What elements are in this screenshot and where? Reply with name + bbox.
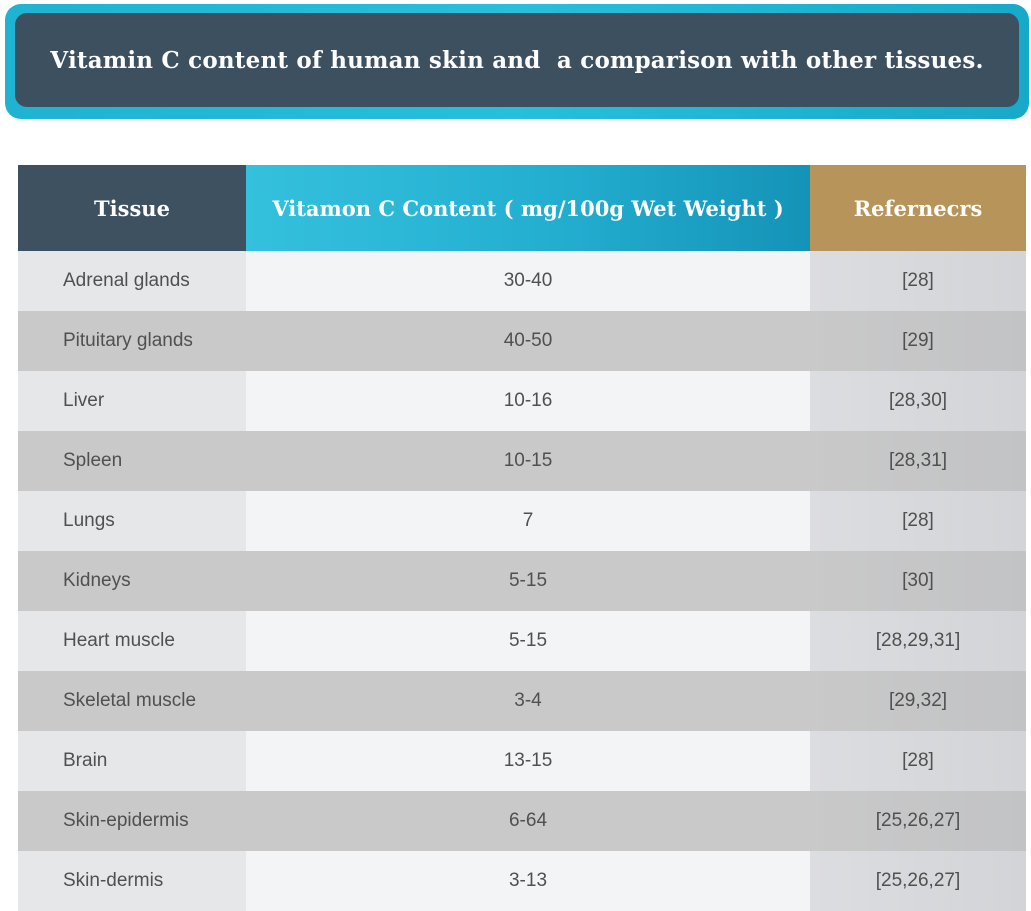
tissue-cell: Skin-dermis [18,851,246,911]
content-cell: 3-4 [246,671,810,731]
tissue-cell: Liver [18,371,246,431]
title-panel: Vitamin C content of human skin and a co… [15,13,1019,107]
reference-cell: [29,32] [810,671,1026,731]
content-cell: 3-13 [246,851,810,911]
content-cell: 7 [246,491,810,551]
vitamin-c-table: Tissue Vitamon C Content ( mg/100g Wet W… [18,165,1026,911]
content-cell: 40-50 [246,311,810,371]
reference-cell: [25,26,27] [810,791,1026,851]
tissue-cell: Brain [18,731,246,791]
content-cell: 6-64 [246,791,810,851]
content-cell: 5-15 [246,551,810,611]
title-banner: Vitamin C content of human skin and a co… [5,4,1029,119]
reference-cell: [28,30] [810,371,1026,431]
content-cell: 13-15 [246,731,810,791]
reference-cell: [28,29,31] [810,611,1026,671]
content-cell: 30-40 [246,251,810,311]
reference-cell: [25,26,27] [810,851,1026,911]
content-cell: 5-15 [246,611,810,671]
tissue-cell: Kidneys [18,551,246,611]
reference-cell: [28] [810,251,1026,311]
tissue-cell: Spleen [18,431,246,491]
reference-cell: [30] [810,551,1026,611]
header-tissue: Tissue [18,165,246,251]
tissue-cell: Adrenal glands [18,251,246,311]
content-cell: 10-16 [246,371,810,431]
page-title: Vitamin C content of human skin and a co… [50,46,984,74]
tissue-cell: Heart muscle [18,611,246,671]
content-cell: 10-15 [246,431,810,491]
header-references: Refernecrs [810,165,1026,251]
tissue-cell: Skeletal muscle [18,671,246,731]
header-content: Vitamon C Content ( mg/100g Wet Weight ) [246,165,810,251]
tissue-cell: Pituitary glands [18,311,246,371]
reference-cell: [28] [810,731,1026,791]
reference-cell: [29] [810,311,1026,371]
tissue-cell: Skin-epidermis [18,791,246,851]
reference-cell: [28,31] [810,431,1026,491]
reference-cell: [28] [810,491,1026,551]
tissue-cell: Lungs [18,491,246,551]
